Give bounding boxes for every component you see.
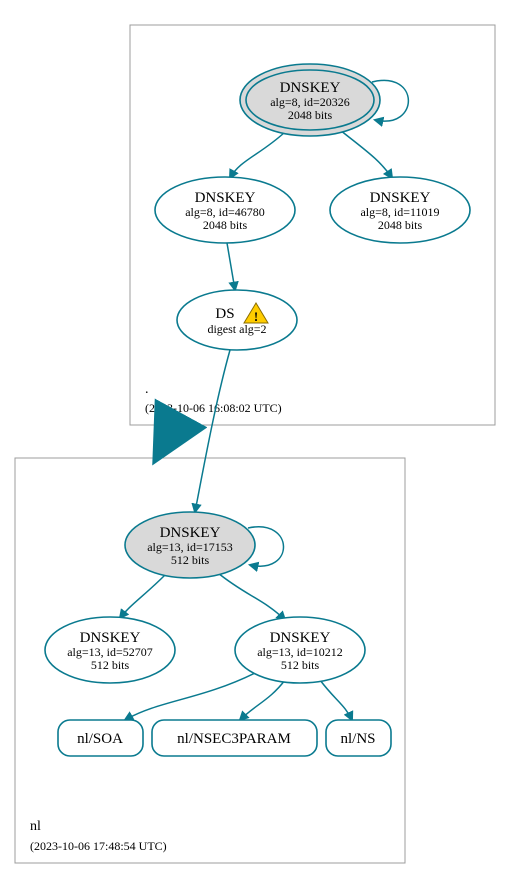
svg-text:DNSKEY: DNSKEY bbox=[160, 525, 221, 541]
node-rr-nsec: nl/NSEC3PARAM bbox=[152, 720, 317, 756]
node-root-zsk2: DNSKEY alg=8, id=11019 2048 bits bbox=[330, 177, 470, 243]
node-root-zsk1: DNSKEY alg=8, id=46780 2048 bits bbox=[155, 177, 295, 243]
svg-text:digest alg=2: digest alg=2 bbox=[207, 322, 266, 336]
svg-text:nl/NSEC3PARAM: nl/NSEC3PARAM bbox=[177, 731, 291, 747]
edge-zsk2-nsec bbox=[240, 680, 285, 720]
svg-text:alg=8, id=20326: alg=8, id=20326 bbox=[270, 95, 350, 109]
svg-text:DNSKEY: DNSKEY bbox=[270, 630, 331, 646]
svg-text:DNSKEY: DNSKEY bbox=[370, 190, 431, 206]
svg-text:DNSKEY: DNSKEY bbox=[195, 190, 256, 206]
svg-text:nl/SOA: nl/SOA bbox=[77, 731, 123, 747]
node-ds: DS digest alg=2 ! bbox=[177, 290, 297, 350]
svg-text:DS: DS bbox=[215, 306, 234, 322]
edge-zsk2-soa bbox=[125, 673, 255, 720]
edge-zone-link bbox=[158, 424, 175, 455]
svg-text:alg=13, id=17153: alg=13, id=17153 bbox=[147, 540, 233, 554]
edge-rootksk-zsk1 bbox=[230, 132, 285, 178]
zone-label-nl: nl bbox=[30, 819, 41, 834]
svg-text:alg=13, id=10212: alg=13, id=10212 bbox=[257, 645, 343, 659]
svg-text:2048 bits: 2048 bits bbox=[288, 108, 333, 122]
node-root-ksk: DNSKEY alg=8, id=20326 2048 bits bbox=[240, 64, 380, 136]
zone-label-root: . bbox=[145, 382, 149, 397]
svg-text:512 bits: 512 bits bbox=[171, 553, 210, 567]
svg-text:512 bits: 512 bits bbox=[281, 658, 320, 672]
svg-text:!: ! bbox=[254, 309, 258, 324]
edge-nlksk-zsk1 bbox=[120, 575, 165, 618]
zone-time-root: (2023-10-06 16:08:02 UTC) bbox=[145, 401, 282, 415]
svg-text:alg=8, id=46780: alg=8, id=46780 bbox=[185, 205, 265, 219]
edge-zsk1-ds bbox=[227, 243, 235, 290]
node-rr-soa: nl/SOA bbox=[58, 720, 143, 756]
node-rr-ns: nl/NS bbox=[326, 720, 391, 756]
dnssec-diagram: . (2023-10-06 16:08:02 UTC) nl (2023-10-… bbox=[0, 0, 515, 885]
svg-text:2048 bits: 2048 bits bbox=[203, 218, 248, 232]
node-nl-zsk2: DNSKEY alg=13, id=10212 512 bits bbox=[235, 617, 365, 683]
edge-nlksk-zsk2 bbox=[218, 573, 285, 620]
svg-text:DNSKEY: DNSKEY bbox=[280, 80, 341, 96]
svg-text:alg=13, id=52707: alg=13, id=52707 bbox=[67, 645, 153, 659]
edge-rootksk-zsk2 bbox=[340, 130, 392, 178]
zone-time-nl: (2023-10-06 17:48:54 UTC) bbox=[30, 839, 167, 853]
node-nl-ksk: DNSKEY alg=13, id=17153 512 bits bbox=[125, 512, 255, 578]
svg-text:512 bits: 512 bits bbox=[91, 658, 130, 672]
svg-text:DNSKEY: DNSKEY bbox=[80, 630, 141, 646]
svg-text:nl/NS: nl/NS bbox=[340, 731, 375, 747]
edge-ds-nlksk bbox=[195, 350, 230, 512]
node-nl-zsk1: DNSKEY alg=13, id=52707 512 bits bbox=[45, 617, 175, 683]
svg-text:alg=8, id=11019: alg=8, id=11019 bbox=[360, 205, 439, 219]
edge-zsk2-ns bbox=[320, 680, 352, 720]
svg-text:2048 bits: 2048 bits bbox=[378, 218, 423, 232]
